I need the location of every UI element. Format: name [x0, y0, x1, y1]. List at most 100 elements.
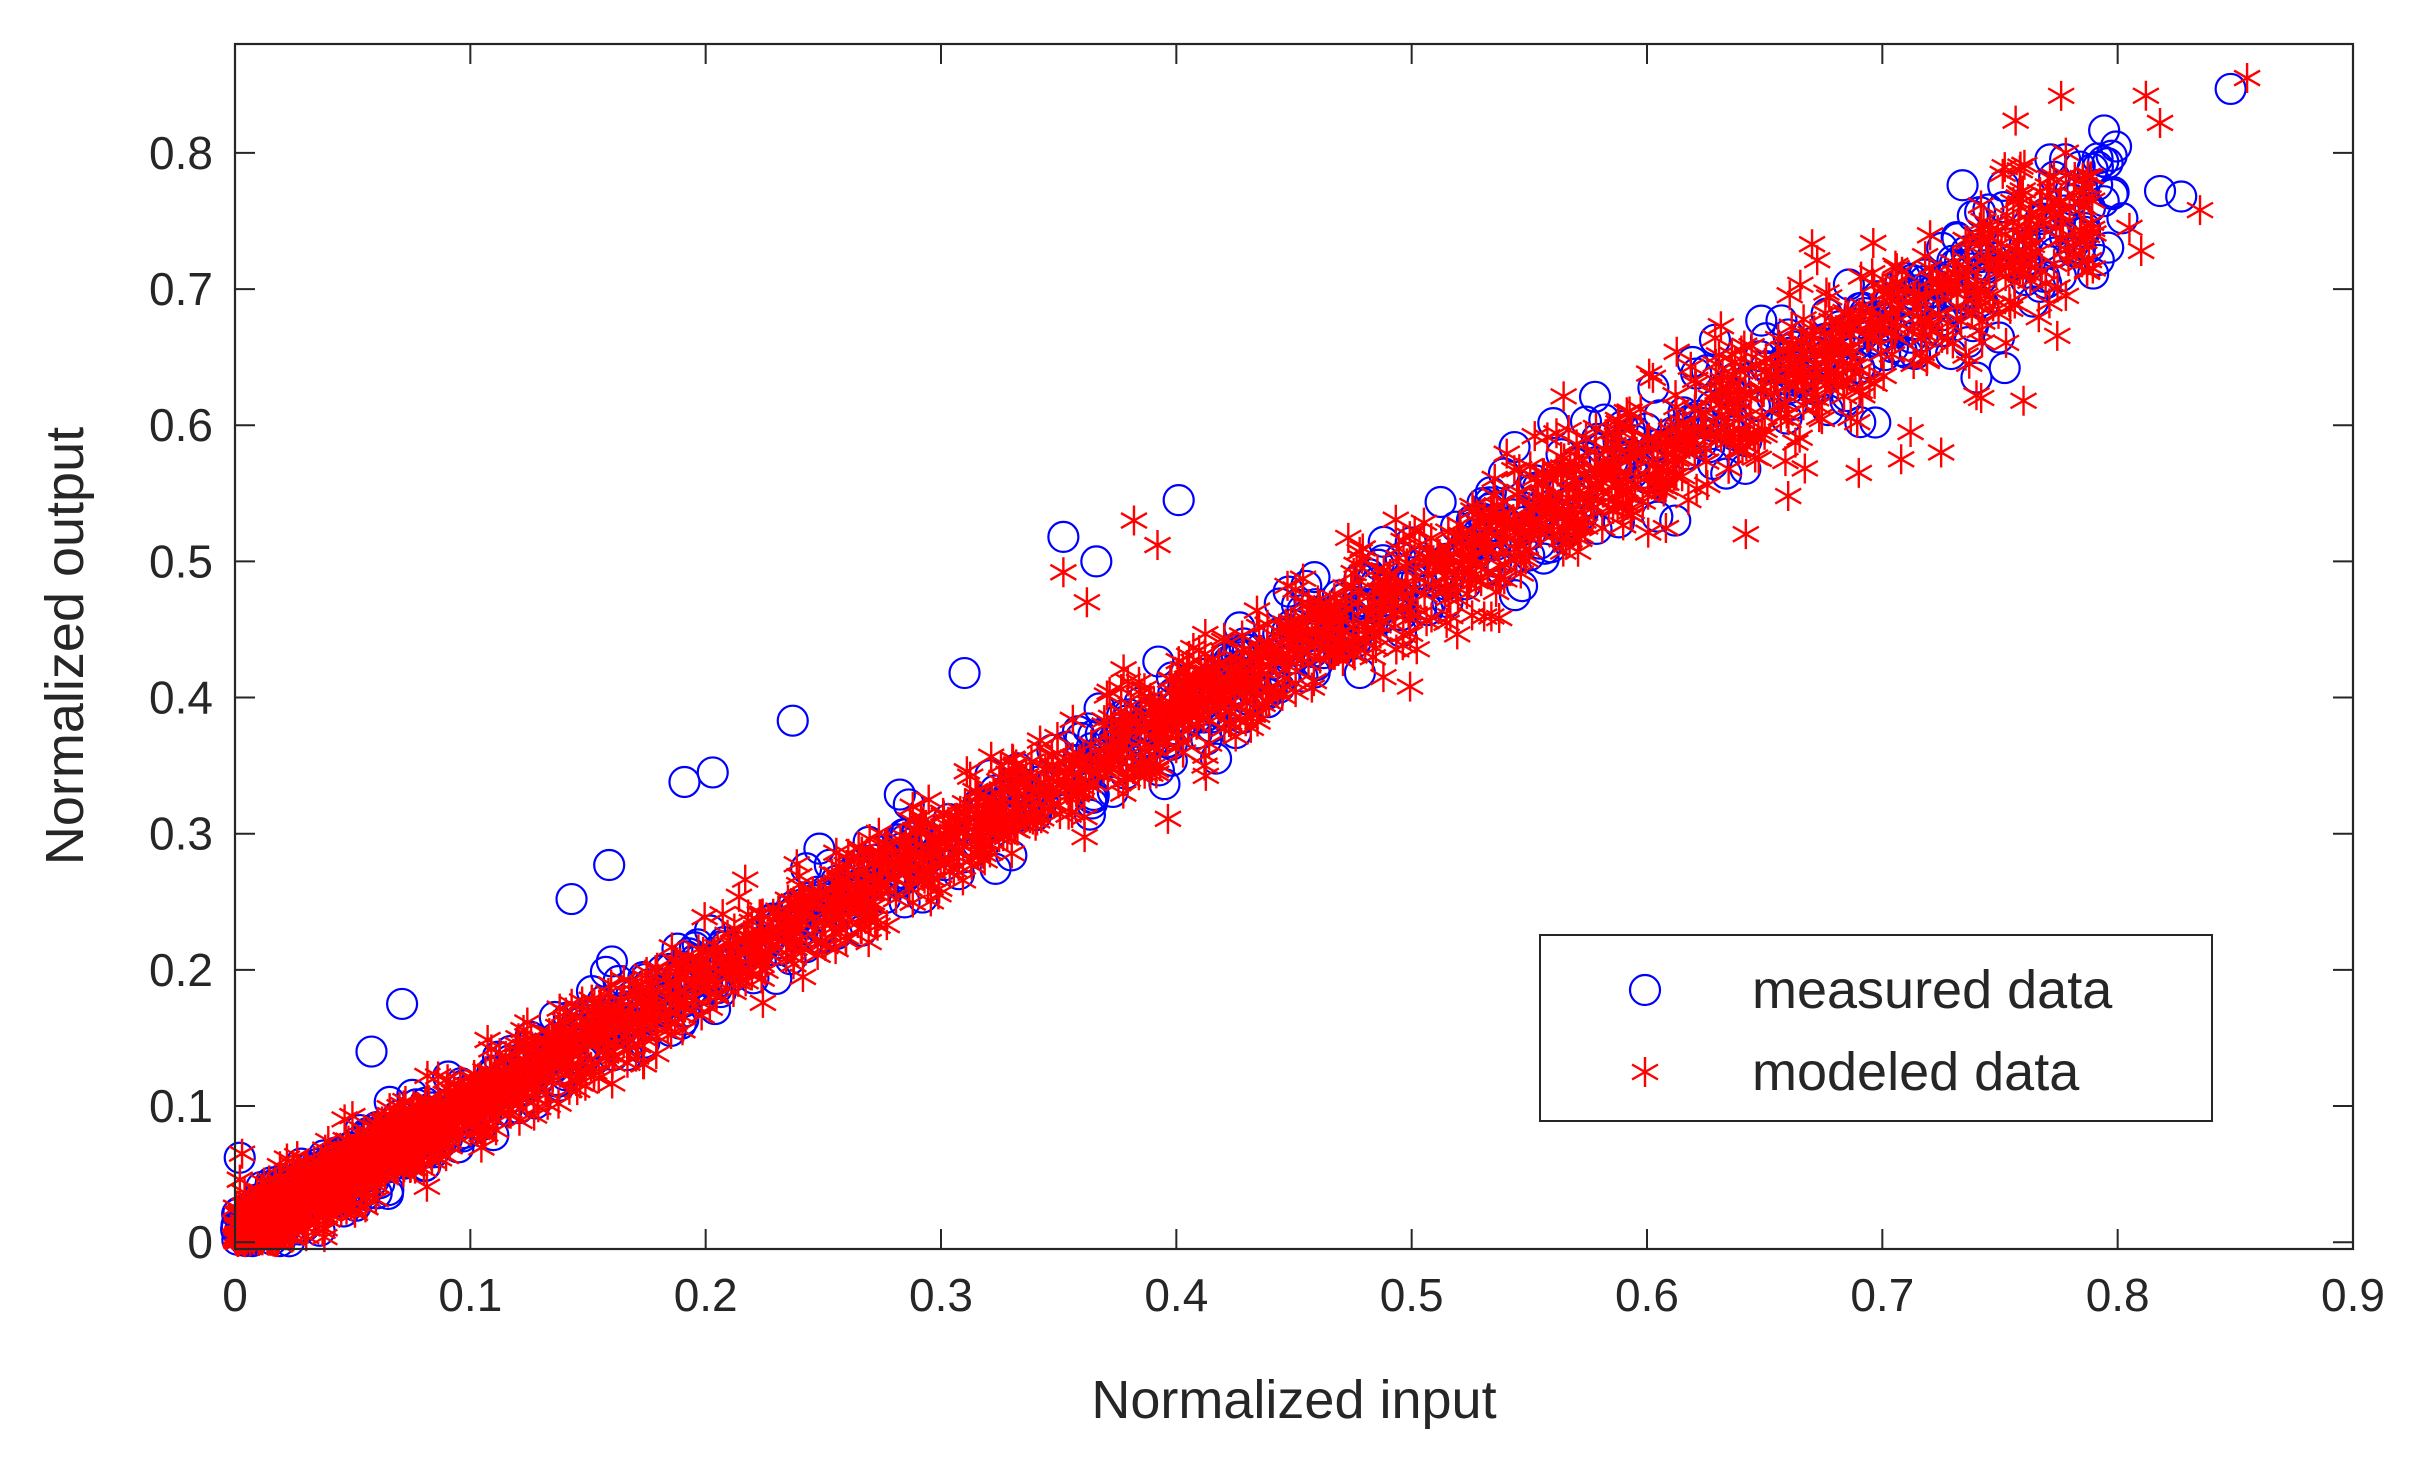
modeled-data-point	[2002, 105, 2030, 136]
measured-data-point	[593, 848, 626, 882]
modeled-data-point	[1774, 481, 1802, 512]
modeled-data-point	[1503, 480, 1531, 511]
modeled-data-point	[1602, 451, 1630, 482]
modeled-data-point	[1232, 673, 1260, 704]
modeled-data-point	[1989, 158, 2017, 189]
x-tick-label: 0.2	[674, 1269, 738, 1321]
modeled-data-point	[914, 869, 942, 900]
modeled-data-point	[1843, 407, 1871, 438]
modeled-data-point	[1971, 281, 1999, 312]
modeled-data-point	[2052, 234, 2081, 265]
modeled-data-point	[630, 1049, 658, 1080]
modeled-data-point	[366, 1119, 394, 1150]
modeled-data-point	[1845, 457, 1873, 488]
modeled-data-point	[1927, 437, 1955, 468]
measured-data-point	[776, 704, 809, 737]
modeled-data-point	[1434, 516, 1462, 547]
modeled-data-point	[1815, 357, 1843, 388]
modeled-data-point	[1604, 404, 1632, 435]
x-tick-label: 0.6	[1615, 1269, 1679, 1321]
modeled-data-point	[1500, 455, 1528, 486]
modeled-data-point	[1662, 460, 1690, 491]
modeled-data-point	[1653, 427, 1681, 458]
modeled-data-point	[1547, 456, 1575, 487]
modeled-data-point	[913, 841, 941, 872]
modeled-data-point	[1274, 610, 1302, 641]
modeled-data-point	[2025, 302, 2053, 333]
modeled-data-point	[1334, 522, 1362, 553]
modeled-data-point	[1639, 362, 1667, 393]
x-axis-ticks: 0 0.1 0.2 0.3 0.4 0.5 0.6 0.7 0.8 0.9	[222, 44, 2385, 1321]
modeled-data-point	[550, 1005, 578, 1036]
modeled-data-point	[882, 884, 910, 915]
modeled-data-point	[2065, 186, 2093, 217]
modeled-data-point	[1143, 530, 1172, 561]
modeled-data-point	[226, 1164, 254, 1195]
modeled-data-point	[865, 817, 893, 848]
modeled-data-point	[1623, 436, 1651, 467]
modeled-data-point	[355, 1157, 384, 1188]
modeled-data-point	[886, 844, 915, 875]
modeled-data-point	[354, 1144, 382, 1175]
modeled-data-point	[826, 866, 854, 897]
modeled-data-point	[1051, 772, 1079, 803]
modeled-data-point	[1482, 576, 1510, 607]
modeled-data-point	[528, 1054, 556, 1085]
modeled-data-point	[1544, 500, 1572, 531]
modeled-data-point	[544, 1088, 573, 1119]
modeled-data-point	[413, 1060, 442, 1091]
modeled-data-point	[1389, 630, 1417, 661]
modeled-data-point	[1017, 746, 1046, 777]
modeled-data-point	[1913, 346, 1941, 377]
modeled-data-point	[1731, 379, 1760, 410]
modeled-data-point	[555, 1074, 583, 1105]
modeled-data-point	[1477, 601, 1505, 632]
modeled-data-point	[394, 1142, 422, 1173]
modeled-data-point	[961, 776, 990, 807]
modeled-data-point	[998, 838, 1026, 869]
measured-data-point	[1142, 645, 1175, 678]
modeled-data-point	[1815, 282, 1843, 313]
modeled-data-point	[1933, 324, 1961, 355]
modeled-data-point	[1943, 291, 1971, 322]
modeled-data-point	[917, 835, 945, 866]
x-tick-label: 0	[222, 1269, 248, 1321]
y-tick-label: 0.4	[149, 672, 213, 724]
modeled-data-point	[1005, 766, 1034, 797]
modeled-data-point	[1404, 600, 1432, 631]
modeled-data-point	[1808, 404, 1836, 435]
modeled-data-point	[679, 951, 707, 982]
modeled-data-point	[1991, 152, 2019, 183]
modeled-data-point	[1968, 306, 1996, 337]
measured-data-point	[2165, 180, 2198, 213]
modeled-data-point	[1153, 726, 1182, 757]
modeled-data-point	[1410, 507, 1438, 538]
modeled-data-point	[437, 1102, 465, 1133]
modeled-data-point	[402, 1092, 431, 1123]
modeled-data-point	[607, 985, 636, 1016]
measured-data-point	[1988, 351, 2021, 385]
modeled-data-point	[799, 876, 827, 907]
y-tick-label: 0.1	[149, 1080, 213, 1132]
modeled-data-point	[1663, 336, 1691, 367]
modeled-data-point	[1595, 492, 1623, 523]
modeled-data-point	[1569, 505, 1597, 536]
modeled-data-point	[742, 933, 770, 964]
modeled-data-point	[1058, 797, 1086, 828]
modeled-data-point	[1073, 587, 1101, 618]
modeled-data-point	[1122, 708, 1151, 739]
modeled-data-point	[1911, 281, 1940, 312]
modeled-data-point	[1706, 374, 1734, 405]
modeled-data-point	[2036, 195, 2064, 226]
measured-data-point	[948, 656, 981, 690]
x-tick-label: 0.3	[909, 1269, 973, 1321]
modeled-data-point	[1939, 247, 1967, 278]
modeled-data-point	[964, 838, 992, 869]
modeled-data-point	[1160, 699, 1188, 730]
modeled-data-point	[2146, 107, 2174, 138]
modeled-data-point	[1962, 380, 1991, 411]
modeled-data-point	[2005, 236, 2033, 267]
modeled-data-point	[1049, 557, 1077, 588]
modeled-data-point	[1072, 754, 1100, 785]
